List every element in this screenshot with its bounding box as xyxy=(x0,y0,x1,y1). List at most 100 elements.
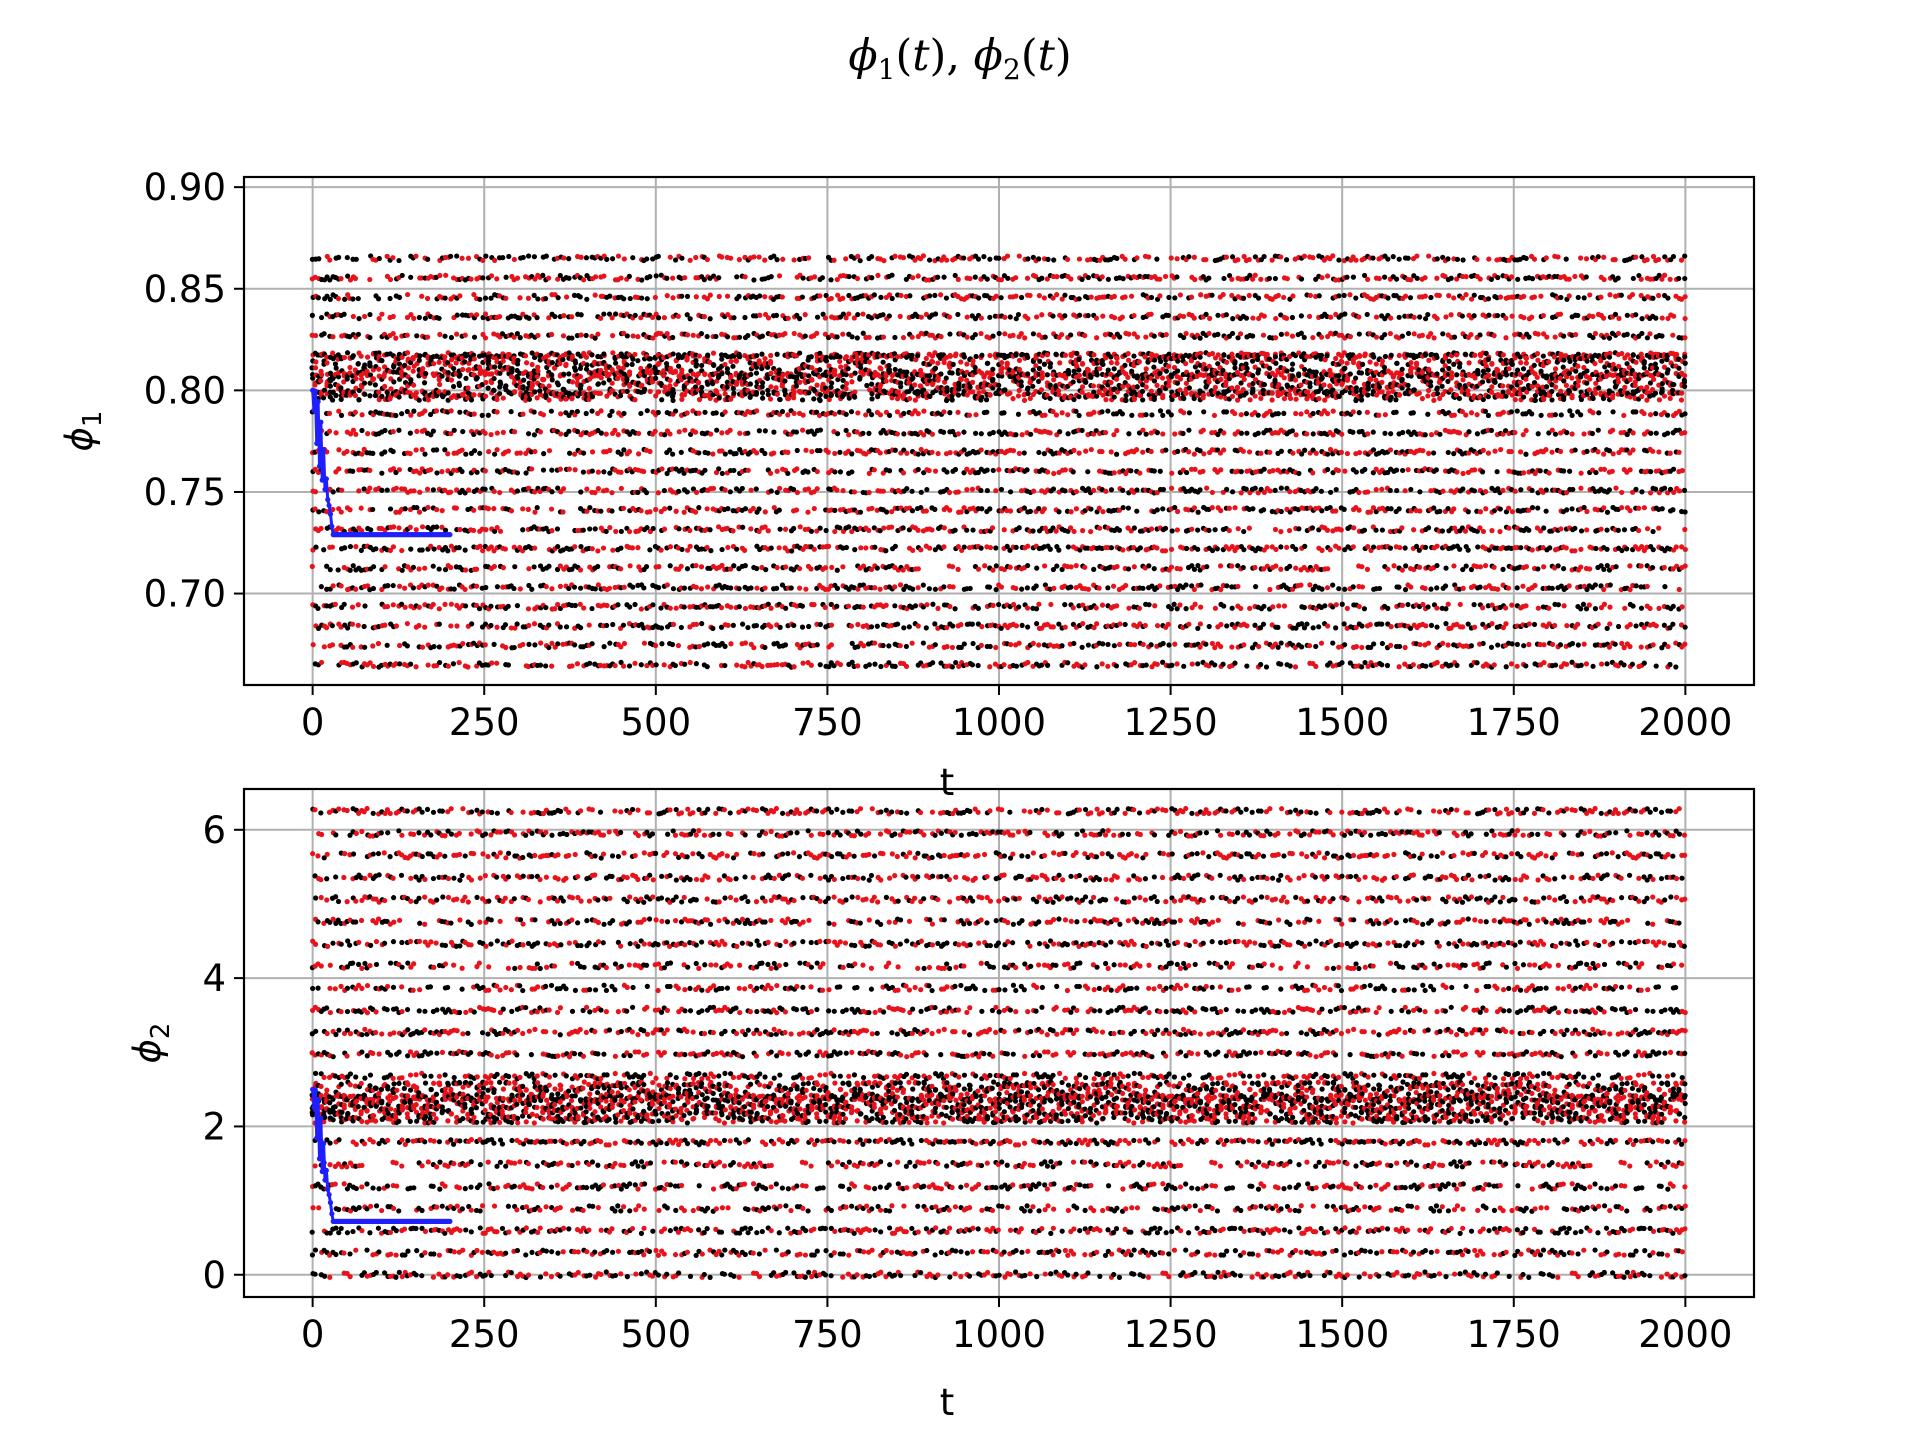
data-point xyxy=(909,640,915,646)
data-point xyxy=(577,373,584,380)
data-point xyxy=(704,256,710,263)
data-point xyxy=(745,467,751,473)
data-point xyxy=(587,526,593,532)
data-point xyxy=(846,273,852,280)
data-point xyxy=(664,275,670,281)
data-point xyxy=(900,255,907,261)
data-point xyxy=(805,509,811,515)
data-point xyxy=(359,528,365,534)
data-point xyxy=(491,387,497,393)
data-point xyxy=(641,468,647,475)
data-point xyxy=(793,383,799,389)
data-point xyxy=(687,527,693,534)
data-point xyxy=(1036,642,1042,648)
data-point xyxy=(976,295,982,301)
data-point xyxy=(791,330,797,337)
data-point xyxy=(1007,508,1014,514)
data-point xyxy=(956,385,962,391)
data-point xyxy=(578,489,584,495)
data-point xyxy=(762,355,768,362)
data-point xyxy=(382,564,388,570)
data-point xyxy=(531,432,538,438)
data-point xyxy=(774,564,780,571)
data-point xyxy=(696,410,702,416)
data-point xyxy=(990,333,996,339)
data-point xyxy=(693,621,700,627)
data-point xyxy=(950,623,956,629)
data-point xyxy=(682,427,688,433)
data-point xyxy=(1016,640,1022,646)
data-point xyxy=(740,621,746,627)
data-point xyxy=(843,372,849,378)
data-point xyxy=(384,273,391,279)
data-point xyxy=(1024,386,1031,392)
data-point xyxy=(799,624,806,630)
data-point xyxy=(935,450,941,457)
data-point xyxy=(436,621,442,627)
data-point xyxy=(921,432,927,438)
data-point xyxy=(532,489,538,495)
data-point xyxy=(984,467,990,473)
data-point xyxy=(1062,352,1069,358)
data-point xyxy=(494,276,500,282)
data-point xyxy=(768,605,774,611)
data-point xyxy=(379,311,385,317)
data-point xyxy=(396,642,403,649)
data-point xyxy=(670,586,677,592)
data-point xyxy=(750,505,756,512)
data-point xyxy=(846,524,852,530)
data-point xyxy=(900,470,907,476)
data-point xyxy=(930,660,936,666)
data-point xyxy=(520,527,526,533)
data-point xyxy=(499,331,506,337)
data-point xyxy=(673,605,679,611)
data-point xyxy=(955,489,961,495)
data-point xyxy=(759,351,765,357)
data-point xyxy=(767,470,774,476)
data-point xyxy=(941,359,947,366)
data-point xyxy=(621,256,627,262)
data-point xyxy=(345,273,351,279)
data-point xyxy=(367,393,373,399)
data-point xyxy=(581,605,587,611)
data-point xyxy=(926,467,932,474)
data-point xyxy=(618,545,624,551)
data-point xyxy=(973,412,979,418)
data-point xyxy=(390,448,396,455)
data-point xyxy=(829,564,835,571)
data-point xyxy=(679,546,685,553)
data-point xyxy=(531,621,538,627)
data-point xyxy=(607,640,613,646)
data-point xyxy=(794,489,800,496)
data-point xyxy=(485,506,492,512)
data-point xyxy=(855,410,861,416)
data-point xyxy=(514,470,521,476)
data-point xyxy=(803,586,809,592)
data-point xyxy=(365,431,371,437)
data-point xyxy=(424,486,431,492)
data-point xyxy=(776,507,782,513)
data-point xyxy=(877,412,884,418)
data-point xyxy=(676,526,682,532)
data-point xyxy=(607,447,613,453)
data-point xyxy=(339,487,345,493)
data-point xyxy=(601,469,607,475)
data-point xyxy=(719,254,725,260)
data-point xyxy=(828,622,835,628)
data-point xyxy=(661,315,668,321)
data-point xyxy=(318,659,325,666)
data-point xyxy=(762,257,768,263)
data-point xyxy=(1044,372,1050,378)
data-point xyxy=(552,606,558,612)
data-point xyxy=(1039,375,1045,381)
data-point xyxy=(791,410,797,416)
data-point xyxy=(675,313,681,319)
data-point xyxy=(943,375,949,381)
data-point xyxy=(566,428,572,434)
data-point xyxy=(521,377,527,383)
data-point xyxy=(641,585,647,591)
data-point xyxy=(808,662,814,668)
data-point xyxy=(560,333,567,339)
data-point xyxy=(886,468,893,474)
data-point xyxy=(900,525,906,531)
